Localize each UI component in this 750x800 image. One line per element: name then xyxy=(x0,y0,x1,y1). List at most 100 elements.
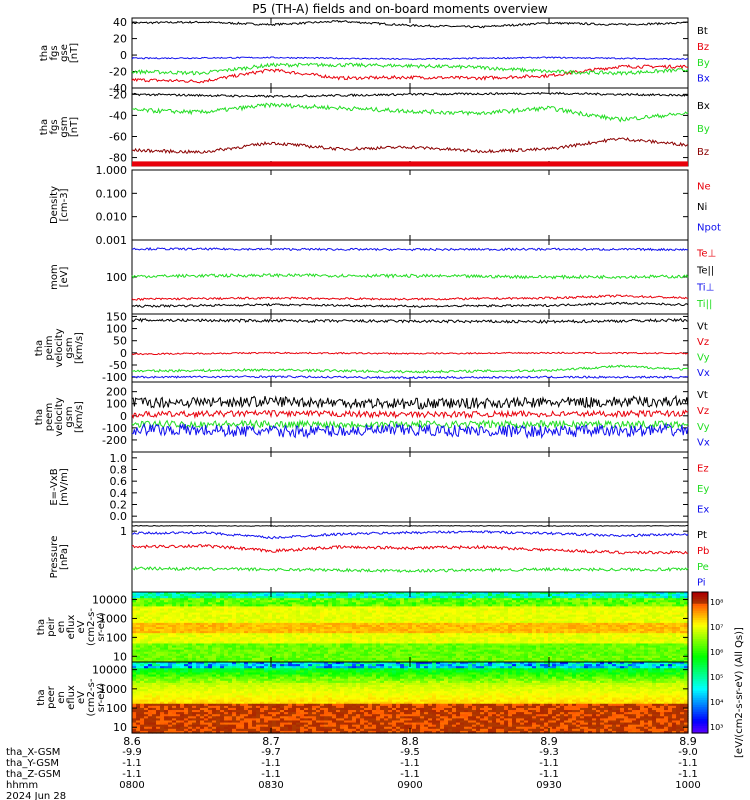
heatmap-cell xyxy=(684,643,689,647)
heatmap-cell xyxy=(308,649,313,653)
heatmap-cell xyxy=(360,631,365,634)
heatmap-cell xyxy=(468,622,473,626)
heatmap-cell xyxy=(512,645,517,649)
heatmap-cell xyxy=(156,614,161,618)
heatmap-cell xyxy=(520,639,525,643)
heatmap-cell xyxy=(468,659,473,663)
heatmap-cell xyxy=(228,647,233,651)
heatmap-cell xyxy=(544,639,549,643)
heatmap-cell xyxy=(584,606,589,610)
heatmap-cell xyxy=(604,614,609,618)
heatmap-cell xyxy=(228,608,233,612)
heatmap-cell xyxy=(216,610,221,614)
heatmap-cell xyxy=(648,598,653,601)
heatmap-cell xyxy=(480,612,485,616)
heatmap-cell xyxy=(352,612,357,616)
heatmap-cell xyxy=(600,639,605,643)
heatmap-cell xyxy=(448,635,453,638)
heatmap-cell xyxy=(656,600,661,603)
heatmap-cell xyxy=(304,592,309,595)
heatmap-cell xyxy=(672,659,677,663)
heatmap-cell xyxy=(604,600,609,603)
heatmap-cell xyxy=(424,610,429,614)
heatmap-cell xyxy=(484,614,489,618)
heatmap-cell xyxy=(436,608,441,612)
heatmap-cell xyxy=(460,649,465,653)
heatmap-cell xyxy=(248,647,253,651)
heatmap-cell xyxy=(328,600,333,603)
heatmap-cell xyxy=(324,596,329,599)
heatmap-cell xyxy=(548,645,553,649)
heatmap-cell xyxy=(316,620,321,624)
heatmap-cell xyxy=(524,631,529,634)
heatmap-cell xyxy=(588,657,593,661)
heatmap-cell xyxy=(508,620,513,624)
heatmap-cell xyxy=(528,627,533,630)
heatmap-cell xyxy=(228,602,233,605)
heatmap-cell xyxy=(328,610,333,614)
heatmap-cell xyxy=(456,594,461,597)
heatmap-cell xyxy=(404,620,409,624)
heatmap-cell xyxy=(328,622,333,626)
heatmap-cell xyxy=(632,610,637,614)
heatmap-cell xyxy=(412,612,417,616)
heatmap-cell xyxy=(568,596,573,599)
heatmap-cell xyxy=(392,651,397,655)
heatmap-cell xyxy=(548,620,553,624)
heatmap-cell xyxy=(640,651,645,655)
heatmap-cell xyxy=(224,635,229,638)
heatmap-cell xyxy=(300,618,305,622)
heatmap-cell xyxy=(240,645,245,649)
heatmap-cell xyxy=(500,604,505,608)
heatmap-cell xyxy=(640,635,645,638)
heatmap-cell xyxy=(192,641,197,645)
heatmap-cell xyxy=(292,618,297,622)
heatmap-cell xyxy=(236,618,241,622)
heatmap-cell xyxy=(384,624,389,628)
heatmap-cell xyxy=(500,624,505,628)
heatmap-cell xyxy=(200,594,205,597)
heatmap-cell xyxy=(496,649,501,653)
heatmap-cell xyxy=(380,620,385,624)
heatmap-cell xyxy=(252,594,257,597)
heatmap-cell xyxy=(324,651,329,655)
heatmap-cell xyxy=(168,637,173,640)
heatmap-cell xyxy=(500,643,505,647)
heatmap-cell xyxy=(356,631,361,634)
heatmap-cell xyxy=(236,600,241,603)
heatmap-cell xyxy=(316,598,321,601)
heatmap-cell xyxy=(364,637,369,640)
heatmap-cell xyxy=(176,608,181,612)
heatmap-cell xyxy=(624,637,629,640)
heatmap-cell xyxy=(308,600,313,603)
heatmap-cell xyxy=(416,643,421,647)
heatmap-cell xyxy=(440,596,445,599)
heatmap-cell xyxy=(272,598,277,601)
heatmap-cell xyxy=(376,635,381,638)
heatmap-cell xyxy=(544,624,549,628)
legend-entry: Ex xyxy=(697,505,709,516)
heatmap-cell xyxy=(576,641,581,645)
heatmap-cell xyxy=(460,594,465,597)
heatmap-cell xyxy=(420,635,425,638)
heatmap-cell xyxy=(560,604,565,608)
heatmap-cell xyxy=(136,608,141,612)
heatmap-cell xyxy=(248,645,253,649)
heatmap-cell xyxy=(400,618,405,622)
heatmap-cell xyxy=(556,651,561,655)
heatmap-cell xyxy=(568,610,573,614)
heatmap-cell xyxy=(404,635,409,638)
heatmap-cell xyxy=(376,627,381,630)
heatmap-cell xyxy=(328,604,333,608)
heatmap-cell xyxy=(256,604,261,608)
heatmap-cell xyxy=(464,606,469,610)
heatmap-cell xyxy=(192,639,197,643)
heatmap-cell xyxy=(392,657,397,661)
heatmap-cell xyxy=(464,641,469,645)
heatmap-cell xyxy=(456,659,461,663)
heatmap-cell xyxy=(524,622,529,626)
heatmap-cell xyxy=(432,627,437,630)
heatmap-cell xyxy=(588,594,593,597)
heatmap-cell xyxy=(472,649,477,653)
heatmap-cell xyxy=(668,649,673,653)
